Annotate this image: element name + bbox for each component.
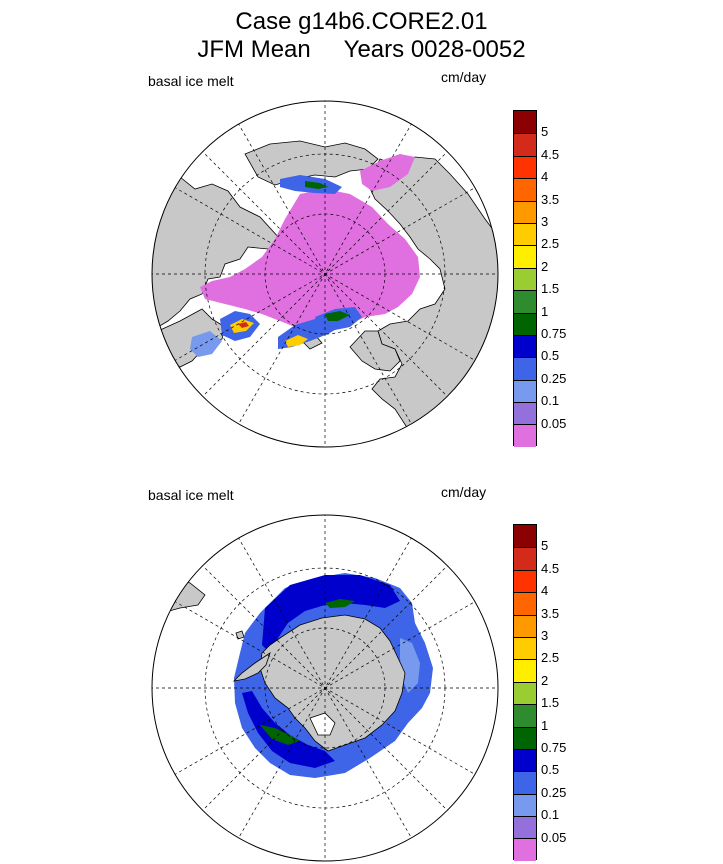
south-pacific-island (235, 630, 245, 640)
south-colorbar-swatch (514, 659, 536, 682)
north-units-label: cm/day (441, 69, 487, 85)
north-colorbar-label: 0.1 (541, 393, 560, 409)
north-colorbar-swatch (514, 334, 536, 358)
north-colorbar-label: 4 (541, 169, 549, 185)
south-colorbar-label: 0.5 (541, 762, 560, 778)
antarctic-peninsula-land (232, 652, 271, 682)
north-colorbar-swatch (514, 402, 536, 425)
south-colorbar-label: 2.5 (541, 650, 560, 666)
barents-ice-melt-core (325, 311, 350, 321)
south-colorbar-label: 4.5 (541, 560, 560, 576)
south-colorbar-swatch (514, 547, 536, 570)
south-colorbar-label: 4 (541, 583, 549, 599)
south-colorbar (513, 524, 537, 861)
north-colorbar-swatch (514, 357, 536, 380)
north-map-border (151, 100, 499, 448)
south-colorbar-label: 3.5 (541, 605, 560, 621)
scandinavia-land (349, 330, 401, 372)
south-colorbar-swatch (514, 726, 536, 749)
north-colorbar-swatch (514, 155, 536, 179)
south-colorbar-label: 1 (541, 717, 549, 733)
north-colorbar-label: 0.25 (541, 370, 567, 386)
east-ice-melt-region (400, 638, 420, 693)
north-colorbar-swatch (514, 222, 536, 246)
south-variable-label: basal ice melt (148, 487, 234, 503)
north-colorbar-swatch (514, 290, 536, 313)
figure-title-line2: JFM Mean Years 0028-0052 (197, 36, 526, 63)
south-colorbar-swatch (514, 525, 536, 548)
south-colorbar-label: 0.05 (541, 829, 567, 845)
north-colorbar-swatch (514, 111, 536, 134)
greenland-sea-ice-melt-hot (285, 335, 308, 347)
weddell-ice-melt-region (262, 575, 400, 653)
weddell-ice-melt-core (325, 599, 355, 608)
north-colorbar-swatch (514, 312, 536, 335)
south-colorbar-label: 5 (541, 538, 549, 554)
labrador-ice-melt-max (238, 322, 249, 328)
bering-ice-melt-region (360, 154, 415, 191)
okhotsk-ice-melt-core (305, 181, 328, 189)
north-colorbar-label: 0.75 (541, 326, 567, 341)
north-colorbar-swatch (514, 133, 536, 156)
south-colorbar-label: 3 (541, 628, 549, 643)
figure-title-line1: Case g14b6.CORE2.01 (235, 8, 488, 35)
south-colorbar-swatch (514, 681, 536, 705)
north-graticule (152, 101, 498, 447)
north-colorbar-swatch (514, 424, 536, 447)
north-america-land (152, 176, 281, 330)
north-colorbar-swatch (514, 245, 536, 268)
north-colorbar-label: 5 (541, 124, 549, 140)
north-variable-label: basal ice melt (148, 73, 234, 89)
south-colorbar-swatch (514, 636, 536, 660)
hudson-ice-melt-region (190, 331, 222, 357)
north-colorbar-label: 1 (541, 303, 549, 319)
south-colorbar-label: 1.5 (541, 695, 560, 711)
south-graticule (152, 515, 498, 861)
south-colorbar-swatch (514, 614, 536, 637)
south-colorbar-label: 0.75 (541, 740, 567, 755)
south-map-border (151, 514, 499, 862)
north-colorbar-label: 2.5 (541, 236, 560, 252)
ross-ice-shelf (309, 712, 336, 736)
amundsen-ice-melt-core (260, 725, 300, 745)
arctic-ice-melt-region (200, 189, 420, 331)
south-colorbar-swatch (514, 569, 536, 593)
north-colorbar-swatch (514, 379, 536, 403)
south-colorbar-swatch (514, 592, 536, 615)
north-colorbar-swatch (514, 267, 536, 291)
south-colorbar-swatch (514, 771, 536, 794)
south-colorbar-swatch (514, 838, 536, 861)
north-colorbar-label: 2 (541, 258, 549, 274)
north-colorbar-swatch (514, 200, 536, 223)
north-colorbar-label: 1.5 (541, 281, 560, 297)
south-units-label: cm/day (441, 484, 487, 500)
south-colorbar-swatch (514, 748, 536, 772)
north-colorbar-label: 0.05 (541, 415, 567, 431)
south-colorbar-swatch (514, 793, 536, 817)
north-colorbar-label: 4.5 (541, 146, 560, 162)
south-colorbar-label: 0.25 (541, 784, 567, 800)
south-colorbar-swatch (514, 704, 536, 727)
north-colorbar-label: 3.5 (541, 191, 560, 207)
south-polar-map (151, 514, 499, 862)
south-colorbar-label: 2 (541, 672, 549, 688)
north-colorbar (513, 110, 537, 447)
south-colorbar-swatch (514, 816, 536, 839)
south-colorbar-label: 0.1 (541, 807, 560, 823)
ross-ice-melt-region (242, 691, 335, 768)
north-colorbar-swatch (514, 178, 536, 201)
north-colorbar-label: 3 (541, 214, 549, 229)
north-polar-map (151, 100, 499, 448)
north-colorbar-label: 0.5 (541, 348, 560, 364)
